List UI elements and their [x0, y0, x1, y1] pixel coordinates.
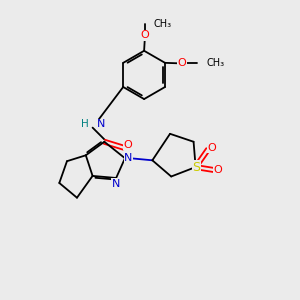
Text: S: S — [192, 160, 200, 174]
Text: O: O — [141, 31, 149, 40]
Text: O: O — [214, 165, 222, 175]
Text: O: O — [124, 140, 132, 150]
Text: O: O — [208, 143, 217, 153]
Text: N: N — [96, 119, 105, 129]
Text: H: H — [81, 119, 89, 129]
Text: N: N — [112, 179, 120, 189]
Text: O: O — [178, 58, 187, 68]
Text: CH₃: CH₃ — [206, 58, 224, 68]
Text: CH₃: CH₃ — [154, 19, 172, 29]
Text: N: N — [124, 153, 133, 163]
